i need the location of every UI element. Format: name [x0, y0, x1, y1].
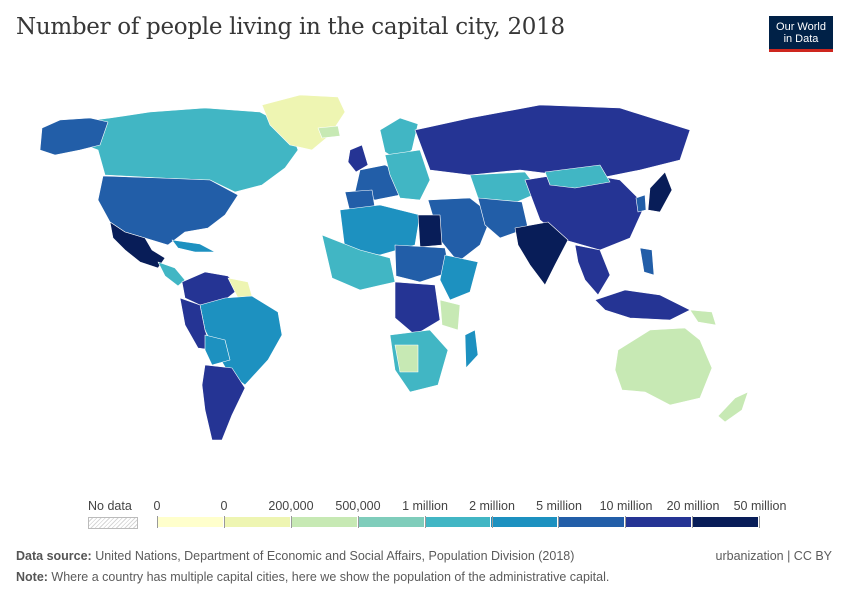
owid-logo[interactable]: Our World in Data [769, 16, 833, 52]
region-congo[interactable] [394, 281, 441, 336]
region-southeast-asia[interactable] [574, 244, 611, 296]
legend-bin-3[interactable] [290, 517, 358, 527]
data-source-line: Data source: United Nations, Department … [16, 549, 574, 563]
region-philippines[interactable] [639, 247, 655, 276]
region-central-america[interactable] [157, 261, 186, 287]
data-source-label: Data source: [16, 549, 92, 563]
legend-tick-label: 500,000 [335, 499, 381, 513]
legend-tick [491, 516, 493, 528]
legend-tick [558, 516, 560, 528]
region-new-zealand[interactable] [717, 391, 749, 423]
data-source-text: United Nations, Department of Economic a… [91, 549, 575, 563]
legend-tick-label: 20 million [666, 499, 720, 513]
legend-tick-label: 10 million [599, 499, 653, 513]
license-link[interactable]: urbanization | CC BY [715, 549, 833, 563]
legend-tick [357, 516, 359, 528]
region-east-africa[interactable] [439, 254, 479, 301]
legend-bin-5[interactable] [424, 517, 492, 527]
region-uk[interactable] [347, 144, 369, 173]
region-kazakhstan[interactable] [469, 171, 541, 206]
region-mongolia[interactable] [544, 164, 611, 189]
legend-bin-4[interactable] [357, 517, 425, 527]
legend-tick-label: 2 million [469, 499, 515, 513]
region-caribbean[interactable] [171, 239, 216, 253]
logo-line-1: Our World [776, 21, 826, 33]
region-russia[interactable] [414, 104, 691, 179]
legend-bin-6[interactable] [491, 517, 559, 527]
legend-bin-7[interactable] [558, 517, 626, 527]
region-japan[interactable] [647, 171, 673, 213]
region-iceland[interactable] [317, 125, 341, 139]
region-botswana[interactable] [394, 344, 419, 373]
legend-tick-label: 0 [153, 499, 161, 513]
legend-tick [759, 516, 761, 528]
note-line: Note: Where a country has multiple capit… [16, 570, 609, 584]
legend-tick [625, 516, 627, 528]
region-tanzania[interactable] [439, 299, 461, 331]
legend-tick [157, 516, 158, 528]
region-india[interactable] [514, 221, 569, 286]
legend-bin-1[interactable] [157, 517, 224, 527]
legend-tick-label: 1 million [402, 499, 448, 513]
region-argentina-chile[interactable] [201, 364, 246, 441]
legend-bin-2[interactable] [223, 517, 291, 527]
region-korea[interactable] [635, 194, 647, 213]
region-central-europe[interactable] [384, 149, 431, 201]
legend-no-data-label: No data [88, 499, 132, 513]
note-text: Where a country has multiple capital cit… [47, 570, 610, 584]
region-indonesia[interactable] [594, 289, 691, 321]
region-colombia-venezuela[interactable] [181, 271, 241, 306]
region-canada[interactable] [54, 107, 299, 193]
world-map [39, 94, 749, 441]
legend-tick [290, 516, 292, 528]
region-scandinavia[interactable] [379, 117, 419, 161]
legend-no-data-swatch [88, 517, 138, 529]
region-madagascar[interactable] [464, 329, 479, 369]
legend-tick [424, 516, 426, 528]
note-label: Note: [16, 570, 48, 584]
legend-tick-label: 50 million [733, 499, 787, 513]
chart-title: Number of people living in the capital c… [16, 14, 565, 40]
region-egypt[interactable] [417, 214, 443, 248]
legend-tick-label: 0 [220, 499, 228, 513]
legend-bin-9[interactable] [692, 517, 760, 527]
region-australia[interactable] [614, 327, 713, 406]
region-papua-new-guinea[interactable] [689, 309, 717, 326]
legend-tick [223, 516, 225, 528]
region-bolivia[interactable] [204, 334, 231, 366]
legend-tick [692, 516, 694, 528]
logo-line-2: in Data [783, 33, 819, 45]
legend-bin-8[interactable] [625, 517, 693, 527]
region-alaska[interactable] [39, 117, 109, 156]
legend-tick-label: 5 million [536, 499, 582, 513]
legend-color-bar [157, 517, 760, 527]
legend-tick-label: 200,000 [268, 499, 314, 513]
region-sahel-sudan[interactable] [394, 244, 451, 283]
